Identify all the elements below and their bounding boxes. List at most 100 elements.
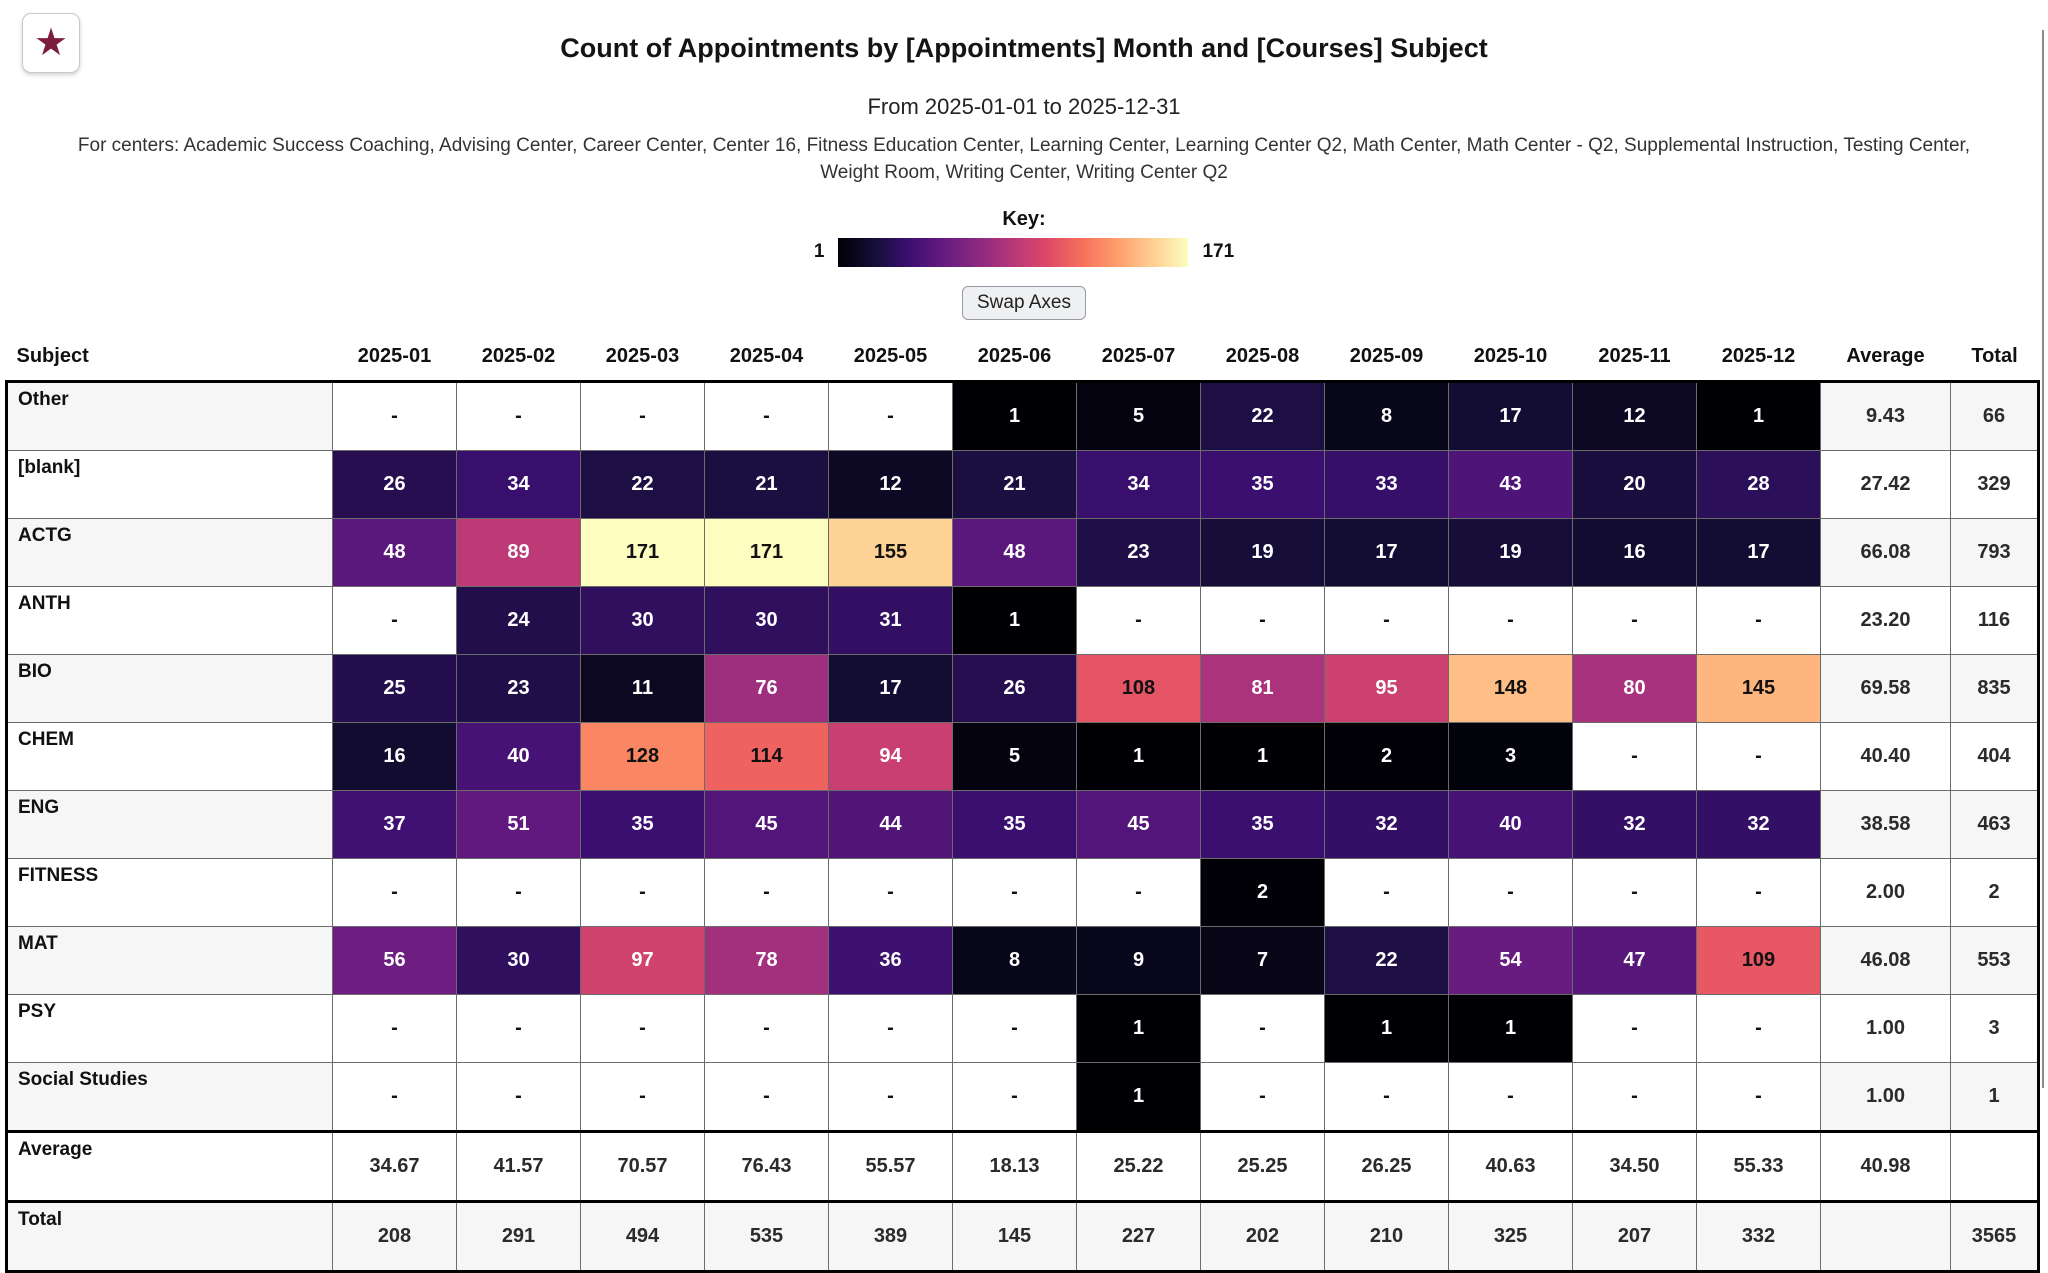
heatmap-cell-empty: -	[704, 380, 829, 451]
column-total-cell: 291	[456, 1199, 581, 1272]
row-total-cell: 793	[1950, 517, 2039, 587]
heatmap-cell: 21	[704, 449, 829, 519]
heatmap-cell-empty: -	[1572, 857, 1697, 927]
row-total-cell: 404	[1950, 721, 2039, 791]
row-label: Social Studies	[6, 1061, 333, 1132]
column-average-cell: 25.22	[1076, 1129, 1201, 1202]
total-column-header: Total	[1950, 332, 2039, 383]
column-average-cell: 34.67	[332, 1129, 457, 1202]
heatmap-cell: 94	[828, 721, 953, 791]
row-average-cell: 9.43	[1820, 380, 1951, 451]
month-column-header: 2025-12	[1696, 332, 1821, 383]
column-total-row: Total 208 291 494 535 389 145 227 202 210 325 207 33…	[6, 1199, 2039, 1272]
row-label: [blank]	[6, 449, 333, 519]
month-column-header: 2025-04	[704, 332, 829, 383]
heatmap-cell: 80	[1572, 653, 1697, 723]
row-total-cell: 3	[1950, 993, 2039, 1063]
heatmap-cell-empty: -	[456, 1061, 581, 1132]
column-average-cell: 25.25	[1200, 1129, 1325, 1202]
row-average-cell: 27.42	[1820, 449, 1951, 519]
heatmap-cell: 21	[952, 449, 1077, 519]
heatmap-cell: 155	[828, 517, 953, 587]
month-column-header: 2025-01	[332, 332, 457, 383]
heatmap-cell-empty: -	[1076, 585, 1201, 655]
vertical-scrollbar[interactable]	[2042, 30, 2044, 1088]
key-min-value: 1	[813, 241, 825, 263]
heatmap-cell: 2	[1324, 721, 1449, 791]
heatmap-cell: 48	[332, 517, 457, 587]
heatmap-cell-empty: -	[828, 993, 953, 1063]
heatmap-cell: 17	[828, 653, 953, 723]
heatmap-cell: 8	[1324, 380, 1449, 451]
column-total-cell: 145	[952, 1199, 1077, 1272]
heatmap-cell: 22	[1200, 380, 1325, 451]
row-average-cell: 1.00	[1820, 993, 1951, 1063]
heatmap-cell: 128	[580, 721, 705, 791]
heatmap-cell-empty: -	[580, 857, 705, 927]
heatmap-cell: 35	[580, 789, 705, 859]
heatmap-cell-empty: -	[1448, 585, 1573, 655]
row-label: Other	[6, 380, 333, 451]
heatmap-cell: 1	[1076, 1061, 1201, 1132]
column-average-cell: 26.25	[1324, 1129, 1449, 1202]
heatmap-cell: 23	[456, 653, 581, 723]
heatmap-cell: 22	[1324, 925, 1449, 995]
heatmap-cell: 9	[1076, 925, 1201, 995]
row-average-cell: 66.08	[1820, 517, 1951, 587]
heatmap-cell-empty: -	[580, 1061, 705, 1132]
column-average-cell: 34.50	[1572, 1129, 1697, 1202]
heatmap-cell: 5	[1076, 380, 1201, 451]
page-title: Count of Appointments by [Appointments] …	[560, 33, 1488, 63]
table-row: Other - - - - -1 5 22 8 17 12 1 9.43 66	[6, 380, 2039, 451]
heatmap-cell: 108	[1076, 653, 1201, 723]
heatmap-cell: 7	[1200, 925, 1325, 995]
heatmap-cell-empty: -	[1200, 1061, 1325, 1132]
column-average-cell: 41.57	[456, 1129, 581, 1202]
swap-axes-button[interactable]: Swap Axes	[962, 285, 1086, 320]
heatmap-cell: 1	[952, 380, 1077, 451]
heatmap-cell: 25	[332, 653, 457, 723]
heatmap-cell: 34	[1076, 449, 1201, 519]
star-icon: ★	[33, 22, 69, 64]
heatmap-cell: 12	[828, 449, 953, 519]
column-average-cell: 55.57	[828, 1129, 953, 1202]
table-row: CHEM 16 40 128 114 94 5 1 1 2 3- -40.40 404	[6, 721, 2039, 791]
column-total-cell: 227	[1076, 1199, 1201, 1272]
heatmap-cell: 35	[1200, 449, 1325, 519]
row-total-cell: 66	[1950, 380, 2039, 451]
heatmap-cell: 35	[952, 789, 1077, 859]
heatmap-cell-empty: -	[332, 585, 457, 655]
table-row: ACTG 48 89 171 171 155 48 23 19 17 19 16 17 66.08 793	[6, 517, 2039, 587]
favorite-button[interactable]: ★	[22, 13, 80, 73]
row-label: ENG	[6, 789, 333, 859]
heatmap-cell-empty: -	[1572, 721, 1697, 791]
heatmap-cell: 89	[456, 517, 581, 587]
heatmap-cell: 1	[952, 585, 1077, 655]
heatmap-cell-empty: -	[332, 993, 457, 1063]
heatmap-cell: 30	[580, 585, 705, 655]
row-label: Average	[6, 1129, 333, 1202]
heatmap-cell: 148	[1448, 653, 1573, 723]
heatmap-cell: 20	[1572, 449, 1697, 519]
month-column-header: 2025-02	[456, 332, 581, 383]
table-row: MAT 56 30 97 78 36 8 9 7 22 54 47 109 46.08 553	[6, 925, 2039, 995]
heatmap-cell-empty: -	[1200, 993, 1325, 1063]
heatmap-cell: 23	[1076, 517, 1201, 587]
month-column-header: 2025-09	[1324, 332, 1449, 383]
heatmap-cell: 44	[828, 789, 953, 859]
row-average-cell: 38.58	[1820, 789, 1951, 859]
heatmap-cell: 19	[1200, 517, 1325, 587]
heatmap-cell: 32	[1696, 789, 1821, 859]
heatmap-cell: 43	[1448, 449, 1573, 519]
grand-total-cell: 3565	[1950, 1199, 2039, 1272]
heatmap-cell: 16	[1572, 517, 1697, 587]
row-label: CHEM	[6, 721, 333, 791]
heatmap-cell: 45	[704, 789, 829, 859]
heatmap-cell: 36	[828, 925, 953, 995]
table-row: PSY - - - - - -1-1 1- -1.00 3	[6, 993, 2039, 1063]
heatmap-cell: 45	[1076, 789, 1201, 859]
row-total-cell: 835	[1950, 653, 2039, 723]
heatmap-cell: 30	[704, 585, 829, 655]
heatmap-cell: 32	[1572, 789, 1697, 859]
month-column-header: 2025-03	[580, 332, 705, 383]
